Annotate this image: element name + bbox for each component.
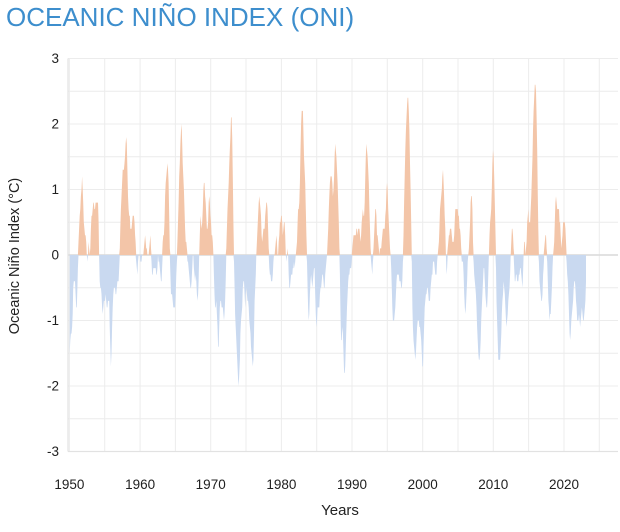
chart-title: OCEANIC NIÑO INDEX (ONI) (6, 2, 355, 32)
y-tick-label: -3 (47, 444, 59, 459)
x-tick-label: 2000 (408, 477, 438, 492)
positive-anomaly-area (69, 84, 586, 255)
x-tick-label: 2020 (549, 477, 579, 492)
y-tick-label: 0 (51, 248, 59, 263)
x-tick-label: 1950 (54, 477, 84, 492)
y-tick-label: 1 (51, 182, 59, 197)
x-tick-label: 1970 (196, 477, 226, 492)
y-tick-label: -2 (47, 379, 59, 394)
x-tick-label: 2010 (478, 477, 508, 492)
x-axis-title: Years (321, 502, 359, 519)
x-tick-label: 1980 (266, 477, 296, 492)
y-tick-label: -1 (47, 313, 59, 328)
x-tick-label: 1960 (125, 477, 155, 492)
y-tick-label: 2 (51, 117, 59, 132)
x-tick-label: 1990 (337, 477, 367, 492)
y-tick-label: 3 (51, 51, 59, 66)
